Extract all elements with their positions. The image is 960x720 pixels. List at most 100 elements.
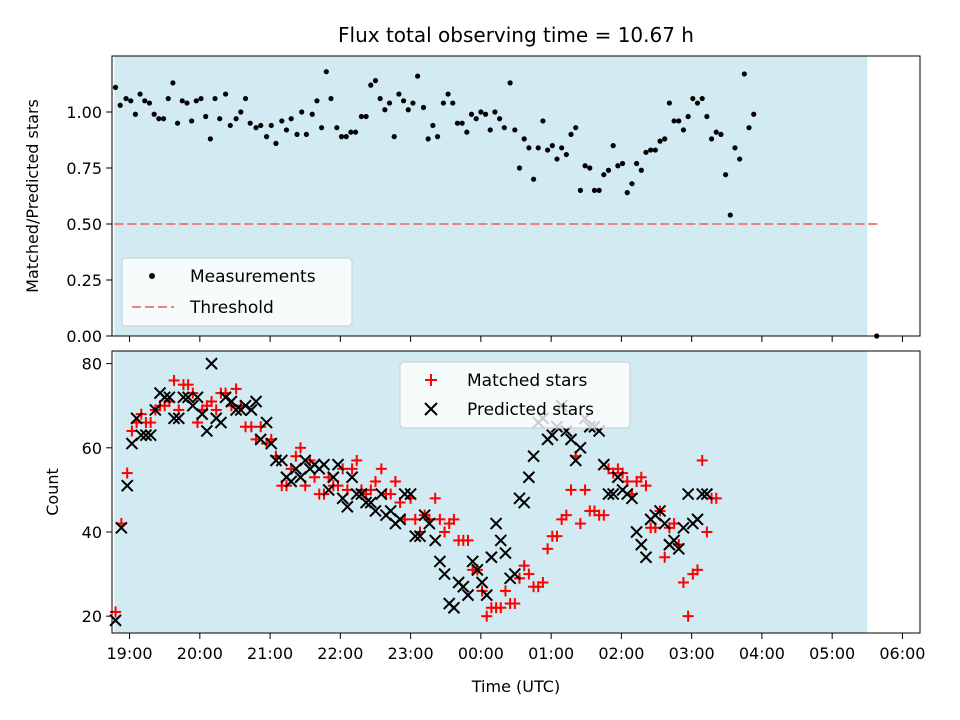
measurement-point <box>117 102 123 108</box>
measurement-point <box>468 111 475 117</box>
legend-box <box>121 257 353 327</box>
matched-star-point <box>439 526 451 538</box>
predicted-star-point <box>299 454 312 467</box>
predicted-star-point <box>265 437 278 450</box>
x-tick-label: 05:00 <box>809 644 855 663</box>
measurement-point <box>671 118 677 124</box>
predicted-star-point <box>191 391 204 404</box>
measurement-point <box>233 116 239 122</box>
measurement-point <box>638 167 644 173</box>
matched-star-point <box>295 442 307 454</box>
measurement-point <box>690 95 696 102</box>
measurement-point <box>666 100 673 106</box>
predicted-star-point <box>691 513 704 526</box>
measurement-point <box>634 160 640 167</box>
measurement-point <box>396 91 402 97</box>
measurement-point <box>549 143 555 149</box>
predicted-star-point <box>200 424 214 438</box>
measurement-point <box>299 109 305 115</box>
measurement-point <box>643 149 649 155</box>
legend-matched-label: Matched stars <box>467 371 587 391</box>
x-tick-label: 02:00 <box>598 644 644 663</box>
predicted-star-point <box>172 412 185 425</box>
matched-star-point <box>448 513 460 525</box>
measurement-point <box>343 134 349 140</box>
matched-star-point <box>537 576 549 588</box>
predicted-star-point <box>115 521 128 534</box>
measurement-point <box>123 95 129 102</box>
x-tick-label: 03:00 <box>669 644 715 663</box>
matched-star-point <box>640 480 652 492</box>
matched-star-point <box>523 568 535 580</box>
predicted-star-point <box>331 458 345 471</box>
measurement-point <box>207 136 213 142</box>
predicted-star-point <box>249 395 263 408</box>
measurement-point <box>319 125 325 131</box>
measurement-point <box>334 125 340 131</box>
predicted-star-point <box>144 428 157 442</box>
ratio-legend: Measurements Threshold <box>121 257 353 327</box>
measurement-point <box>212 95 218 102</box>
measurement-point <box>629 181 635 187</box>
predicted-star-point <box>635 538 648 551</box>
measurement-point <box>314 98 320 104</box>
measurement-point <box>420 104 427 111</box>
predicted-star-point <box>677 521 690 534</box>
measurement-point <box>459 120 465 126</box>
count-panel: 20 40 60 80 19:00 20:00 21:00 22:00 23:00 00:00 0… <box>43 350 925 696</box>
predicted-star-point <box>393 513 407 526</box>
measurement-point <box>222 91 229 97</box>
measurement-point <box>247 120 253 126</box>
measurement-point <box>151 111 157 117</box>
count-y-tick-label: 20 <box>82 607 102 626</box>
measurement-point <box>516 165 523 171</box>
x-axis-label: Time (UTC) <box>471 677 560 696</box>
predicted-star-point <box>480 588 493 602</box>
predicted-star-point <box>317 458 331 471</box>
matched-star-point <box>692 564 704 576</box>
matched-star-point <box>696 454 708 466</box>
measurement-point <box>184 100 190 106</box>
predicted-star-point <box>369 504 382 518</box>
measurement-point <box>487 127 493 133</box>
measurement-point <box>165 95 171 102</box>
predicted-star-point <box>522 471 536 484</box>
matched-star-point <box>659 551 671 563</box>
measurement-point <box>512 127 518 133</box>
measurement-point <box>328 95 334 102</box>
matched-star-point <box>710 492 722 504</box>
predicted-star-point <box>181 391 195 404</box>
predicted-star-point <box>527 450 540 463</box>
measurement-point <box>372 78 379 84</box>
count-x-ticks: 19:00 20:00 21:00 22:00 23:00 00:00 01:00 02:00… <box>107 633 925 663</box>
measurement-point <box>615 163 621 169</box>
measurement-point <box>156 116 162 122</box>
predicted-star-point <box>219 391 232 404</box>
measurement-point <box>137 91 143 97</box>
predicted-star-point <box>398 487 411 501</box>
predicted-star-point <box>284 475 298 488</box>
legend-matched-marker <box>425 374 437 386</box>
predicted-star-point <box>163 391 176 404</box>
predicted-star-point <box>489 517 503 530</box>
measurement-point <box>492 109 498 115</box>
predicted-star-point <box>653 504 667 518</box>
measurement-point <box>258 122 264 129</box>
measurement-point <box>521 136 527 142</box>
predicted-star-point <box>457 580 470 593</box>
predicted-star-point <box>341 500 354 513</box>
measurement-point <box>582 163 588 169</box>
matched-star-point <box>369 475 381 487</box>
predicted-star-point <box>375 487 388 501</box>
predicted-star-point <box>245 403 258 417</box>
matched-star-point <box>542 543 554 555</box>
measurement-point <box>440 100 446 106</box>
matched-star-point <box>434 513 446 525</box>
matched-star-point <box>182 379 194 391</box>
count-y-label: Count <box>43 468 62 516</box>
predicted-star-point <box>681 487 695 501</box>
measurement-point <box>596 187 602 193</box>
x-tick-label: 04:00 <box>739 644 785 663</box>
measurement-point <box>288 116 294 122</box>
predicted-star-point <box>438 567 451 581</box>
